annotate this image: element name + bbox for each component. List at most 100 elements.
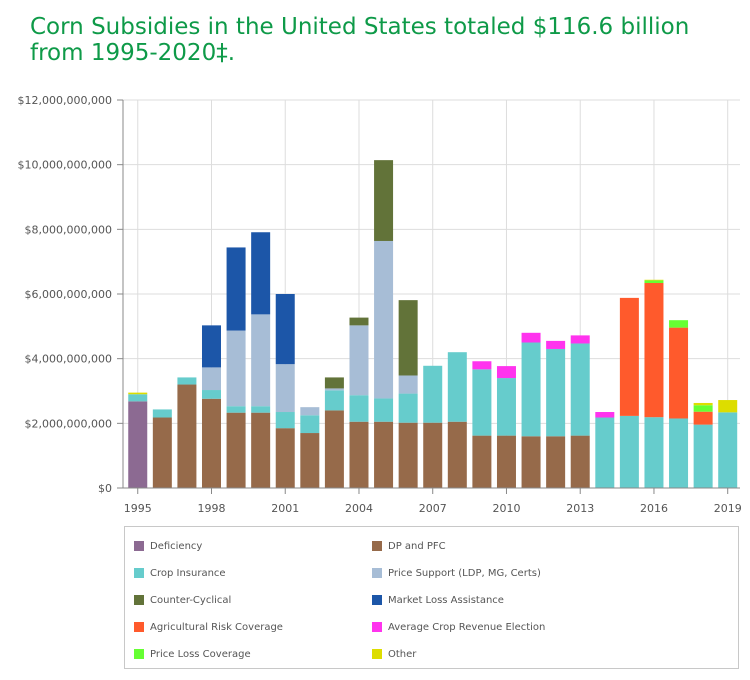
bar-segment: [496, 366, 516, 379]
bar-segment: [423, 422, 443, 488]
bar-segment: [226, 406, 246, 413]
bar-segment: [521, 332, 541, 343]
bar-segment: [251, 406, 271, 413]
bar-segment: [447, 352, 467, 422]
bar-segment: [128, 392, 148, 395]
legend-item: Other: [372, 647, 416, 661]
stacked-bar-chart: $0 $2,000,000,000 $4,000,000,000 $6,000,000…: [18, 94, 742, 515]
bar-segment: [619, 297, 639, 416]
legend-swatch: [372, 595, 382, 605]
bar-segment: [718, 412, 738, 488]
legend-label: Other: [388, 648, 417, 660]
x-axis-labels: 1995 1998 2001 2004 2007 2010 2013 2016 2019: [124, 502, 742, 515]
legend-item: Price Support (LDP, MG, Certs): [372, 566, 541, 580]
bar-segment: [570, 435, 590, 488]
bars: [128, 160, 738, 488]
legend-item: Market Loss Assistance: [372, 593, 504, 607]
bar-segment: [398, 393, 418, 423]
legend: Deficiency DP and PFC Crop Insurance Price …: [124, 526, 739, 669]
y-tick-label: $4,000,000,000: [25, 353, 112, 366]
bar-segment: [570, 335, 590, 344]
legend-swatch: [134, 568, 144, 578]
legend-label: Deficiency: [150, 540, 203, 552]
bar-segment: [152, 409, 172, 418]
bar-segment: [374, 421, 394, 488]
bar-segment: [349, 395, 369, 422]
bar-segment: [349, 317, 369, 326]
legend-swatch: [372, 568, 382, 578]
legend-swatch: [134, 595, 144, 605]
legend-label: Crop Insurance: [150, 567, 226, 579]
bar-segment: [619, 415, 639, 488]
y-tick-label: $2,000,000,000: [25, 417, 112, 430]
bar-segment: [251, 314, 271, 407]
bar-segment: [275, 412, 295, 429]
y-tick-label: $6,000,000,000: [25, 288, 112, 301]
legend-label: DP and PFC: [388, 540, 446, 552]
legend-label: Market Loss Assistance: [388, 594, 504, 606]
bar-segment: [546, 436, 566, 488]
bar-segment: [177, 377, 197, 385]
bar-segment: [201, 398, 221, 488]
bar-segment: [570, 343, 590, 436]
legend-item: Crop Insurance: [134, 566, 226, 580]
legend-swatch: [134, 622, 144, 632]
bar-segment: [644, 280, 664, 284]
y-tick-label: $8,000,000,000: [25, 223, 112, 236]
bar-segment: [669, 320, 689, 328]
bar-segment: [324, 390, 344, 411]
bar-segment: [718, 400, 738, 413]
legend-item: Deficiency: [134, 539, 202, 553]
legend-label: Counter-Cyclical: [150, 594, 232, 606]
x-tick-label: 2001: [271, 502, 299, 515]
bar-segment: [152, 417, 172, 488]
bar-segment: [226, 330, 246, 407]
bar-segment: [693, 405, 713, 412]
x-tick-label: 1998: [197, 502, 225, 515]
bar-segment: [201, 390, 221, 399]
bar-segment: [177, 384, 197, 488]
legend-swatch: [372, 622, 382, 632]
bar-segment: [226, 247, 246, 331]
bar-segment: [324, 377, 344, 389]
legend-swatch: [134, 541, 144, 551]
bar-segment: [374, 240, 394, 399]
chart-title: Corn Subsidies in the United States tota…: [30, 14, 690, 66]
bar-segment: [496, 435, 516, 488]
bar-segment: [251, 412, 271, 488]
bar-segment: [201, 325, 221, 368]
bar-segment: [644, 283, 664, 418]
bar-segment: [644, 417, 664, 488]
bar-segment: [324, 410, 344, 488]
bar-segment: [669, 327, 689, 419]
legend-label: Average Crop Revenue Election: [388, 621, 546, 633]
legend-swatch: [134, 649, 144, 659]
bar-segment: [201, 367, 221, 391]
bar-segment: [374, 160, 394, 241]
legend-item: DP and PFC: [372, 539, 446, 553]
bar-segment: [275, 294, 295, 365]
legend-item: Counter-Cyclical: [134, 593, 231, 607]
legend-label: Price Loss Coverage: [150, 648, 251, 660]
bar-segment: [275, 364, 295, 413]
bar-segment: [546, 348, 566, 437]
bar-segment: [300, 433, 320, 488]
x-tick-label: 2019: [714, 502, 742, 515]
bar-segment: [398, 375, 418, 394]
bar-segment: [398, 422, 418, 488]
bar-segment: [349, 421, 369, 488]
x-tick-label: 1995: [124, 502, 152, 515]
bar-segment: [128, 401, 148, 488]
bar-segment: [595, 412, 615, 418]
y-tick-label: $12,000,000,000: [18, 94, 112, 107]
x-tick-label: 2010: [492, 502, 520, 515]
bar-segment: [275, 428, 295, 488]
x-tick-label: 2004: [345, 502, 373, 515]
bar-segment: [226, 412, 246, 488]
bar-segment: [324, 388, 344, 391]
x-tick-label: 2007: [419, 502, 447, 515]
legend-swatch: [372, 541, 382, 551]
bar-segment: [472, 361, 492, 370]
bar-segment: [521, 342, 541, 437]
bar-segment: [496, 378, 516, 436]
